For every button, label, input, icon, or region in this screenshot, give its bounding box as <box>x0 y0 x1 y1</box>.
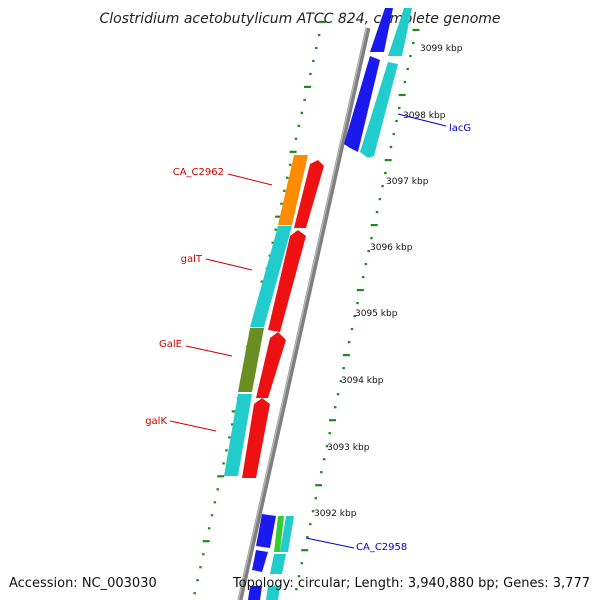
topology-text: Topology: circular; Length: 3,940,880 bp… <box>232 576 590 591</box>
gene-ca-c2962[interactable] <box>278 155 308 225</box>
gene-blue-top[interactable] <box>370 8 393 52</box>
gene-lacG[interactable] <box>360 62 398 158</box>
gene-label-galT[interactable]: galT <box>181 254 203 265</box>
gene-label-ca-c2958[interactable]: CA_C2958 <box>356 542 407 553</box>
gene-label-ca-c2962[interactable]: CA_C2962 <box>173 167 224 178</box>
gene-galK[interactable] <box>224 394 252 476</box>
genome-backbone-highlight <box>237 27 368 600</box>
reverse-strand-genes[interactable] <box>224 155 324 478</box>
kbp-label-3097: 3097 kbp <box>386 177 429 187</box>
kbp-label-3092: 3092 kbp <box>314 509 357 519</box>
inner-scale-ticks <box>295 28 420 591</box>
gene-green-bottom[interactable] <box>274 516 284 552</box>
gene-red-1[interactable] <box>294 160 324 228</box>
gene-blue-large[interactable] <box>344 56 380 152</box>
kbp-label-3093: 3093 kbp <box>327 443 370 453</box>
gene-red-4[interactable] <box>242 398 270 478</box>
leader-lacG <box>397 113 447 127</box>
leader-ca-c2958 <box>305 537 355 549</box>
gene-cyan-bottom-1[interactable] <box>280 516 294 552</box>
bottom-genes[interactable] <box>248 514 294 600</box>
leader-galE <box>185 345 233 357</box>
gene-red-3[interactable] <box>256 332 286 398</box>
gene-galT[interactable] <box>250 226 292 327</box>
gene-blue-bottom-3[interactable] <box>248 586 262 600</box>
kbp-label-3094: 3094 kbp <box>341 376 384 386</box>
kbp-label-3098: 3098 kbp <box>403 111 446 121</box>
leader-galK <box>169 420 217 432</box>
gene-label-lacG[interactable]: lacG <box>449 123 471 134</box>
genome-backbone <box>237 27 371 600</box>
gene-cyan-bottom-3[interactable] <box>266 586 280 600</box>
gene-galE[interactable] <box>238 328 264 392</box>
kbp-label-3099: 3099 kbp <box>420 44 463 54</box>
gene-red-2[interactable] <box>268 230 306 332</box>
gene-label-galE[interactable]: GalE <box>159 339 182 350</box>
kbp-label-3096: 3096 kbp <box>370 243 413 253</box>
leader-galT <box>205 258 253 271</box>
gene-blue-bottom-1[interactable] <box>256 514 276 548</box>
gene-cyan-bottom-2[interactable] <box>270 554 286 574</box>
kbp-label-3095: 3095 kbp <box>355 309 398 319</box>
accession-text: Accession: NC_003030 <box>9 576 157 591</box>
genome-title: Clostridium acetobutylicum ATCC 824, com… <box>99 11 500 27</box>
forward-strand-genes[interactable] <box>344 8 412 158</box>
gene-cyan-top[interactable] <box>388 8 412 56</box>
gene-blue-bottom-2[interactable] <box>252 550 268 572</box>
leader-ca-c2962 <box>227 173 273 186</box>
gene-label-galK[interactable]: galK <box>145 416 167 427</box>
